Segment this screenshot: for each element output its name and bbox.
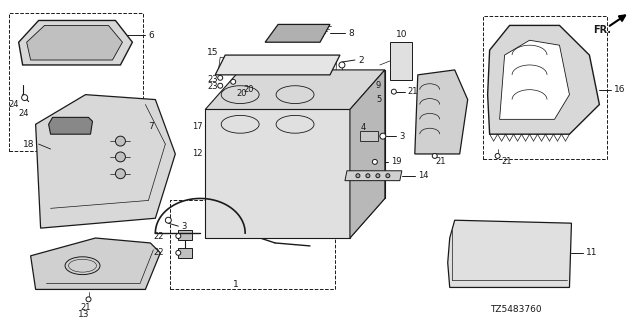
- Text: 6: 6: [148, 31, 154, 40]
- Text: 9: 9: [376, 81, 381, 90]
- Circle shape: [339, 62, 345, 68]
- Text: 1: 1: [233, 280, 239, 289]
- Text: 23: 23: [207, 75, 218, 84]
- Polygon shape: [205, 70, 385, 109]
- Text: 17: 17: [192, 122, 203, 131]
- Circle shape: [86, 297, 91, 302]
- Bar: [170, 200, 335, 289]
- Polygon shape: [205, 198, 385, 238]
- Text: 14: 14: [418, 171, 428, 180]
- Polygon shape: [49, 117, 93, 134]
- Text: 10: 10: [396, 30, 407, 39]
- Polygon shape: [36, 95, 175, 228]
- Text: 21: 21: [436, 157, 446, 166]
- Circle shape: [218, 83, 223, 88]
- Circle shape: [380, 133, 386, 139]
- Circle shape: [176, 250, 181, 255]
- Polygon shape: [265, 24, 330, 42]
- Text: 12: 12: [192, 149, 203, 158]
- Text: 5: 5: [376, 95, 381, 104]
- Circle shape: [218, 75, 223, 80]
- Circle shape: [366, 174, 370, 178]
- Circle shape: [115, 169, 125, 179]
- Circle shape: [356, 174, 360, 178]
- Text: 8: 8: [348, 29, 354, 38]
- Text: 21: 21: [502, 157, 512, 166]
- Circle shape: [391, 89, 396, 94]
- Circle shape: [495, 154, 500, 158]
- Text: 19: 19: [391, 157, 401, 166]
- Text: 23: 23: [207, 82, 218, 91]
- Circle shape: [386, 174, 390, 178]
- Text: 4: 4: [361, 123, 366, 132]
- Text: 7: 7: [148, 122, 154, 131]
- Bar: [9, 12, 143, 151]
- Text: 24: 24: [19, 109, 29, 118]
- Polygon shape: [488, 25, 600, 134]
- Text: 21: 21: [81, 303, 91, 312]
- Circle shape: [115, 152, 125, 162]
- Polygon shape: [415, 70, 468, 154]
- Circle shape: [432, 154, 437, 158]
- Text: 13: 13: [77, 310, 89, 319]
- Polygon shape: [19, 20, 132, 65]
- Bar: [483, 16, 607, 159]
- FancyBboxPatch shape: [355, 80, 363, 101]
- FancyBboxPatch shape: [179, 230, 192, 240]
- Text: 21: 21: [408, 87, 419, 96]
- Text: 18: 18: [22, 140, 34, 148]
- Polygon shape: [240, 70, 385, 198]
- Text: 22: 22: [154, 248, 164, 257]
- Polygon shape: [27, 25, 122, 60]
- Circle shape: [22, 95, 28, 100]
- Circle shape: [115, 136, 125, 146]
- Text: 3: 3: [181, 222, 187, 231]
- Text: 16: 16: [614, 85, 626, 94]
- Circle shape: [176, 234, 181, 238]
- Text: 11: 11: [586, 248, 598, 257]
- Polygon shape: [350, 70, 385, 238]
- Circle shape: [230, 79, 236, 84]
- Text: TZ5483760: TZ5483760: [490, 305, 541, 314]
- Circle shape: [376, 174, 380, 178]
- Text: 24: 24: [9, 100, 19, 109]
- Text: 20: 20: [243, 85, 253, 94]
- Polygon shape: [500, 40, 570, 119]
- FancyBboxPatch shape: [179, 248, 192, 258]
- Polygon shape: [448, 220, 572, 287]
- Text: 20: 20: [236, 89, 246, 98]
- Text: 2: 2: [358, 56, 364, 65]
- Polygon shape: [215, 55, 340, 75]
- Text: 15: 15: [207, 48, 219, 57]
- Text: 22: 22: [154, 232, 164, 241]
- Polygon shape: [31, 238, 161, 289]
- Polygon shape: [360, 131, 378, 141]
- Text: 3: 3: [399, 132, 404, 141]
- Text: FR.: FR.: [593, 25, 611, 35]
- FancyBboxPatch shape: [390, 42, 412, 80]
- Circle shape: [372, 159, 378, 164]
- Polygon shape: [205, 109, 350, 238]
- Circle shape: [165, 217, 172, 223]
- Polygon shape: [345, 171, 402, 181]
